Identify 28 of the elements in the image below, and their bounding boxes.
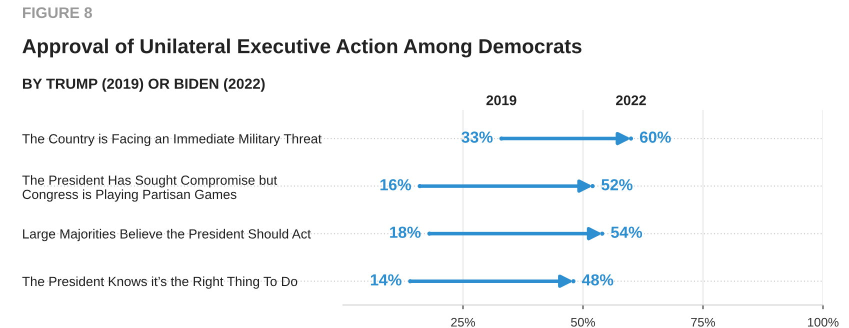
y-tick-label: The President Knows it’s the Right Thing To Do [22,276,298,289]
point [571,279,576,284]
point [628,136,634,141]
text: 2022 [616,95,646,106]
text: 14% [370,274,402,286]
x-tick-label: 100% [808,318,839,327]
point [600,232,604,236]
text: 60% [640,132,671,143]
text: BY TRUMP (2019) OR BIDEN (2022) [22,78,265,92]
text: 33% [461,132,493,143]
point [499,136,504,141]
text: 54% [611,226,642,238]
point [427,232,432,236]
text: 52% [601,179,632,190]
caption: FIGURE 8 [23,7,92,18]
point [418,184,422,188]
chart-title: Approval of Unilateral Executive Action Among Democrats [22,38,582,58]
x-tick-label: 75% [691,318,716,327]
y-tick-label: Large Majorities Believe the President Should Act [23,228,311,242]
text: 2019 [486,95,516,106]
x-tick-label: 25% [451,318,476,327]
text: 18% [390,226,421,238]
x-tick-label: 50% [570,318,596,327]
y-tick-label: The President Has Sought Compromise but Congress is Playing Partisan Games [22,175,278,202]
text: 16% [380,179,412,190]
text: 48% [582,274,614,286]
y-tick-label: The Country is Facing an Immediate Military Threat [22,134,322,146]
point [590,184,595,188]
